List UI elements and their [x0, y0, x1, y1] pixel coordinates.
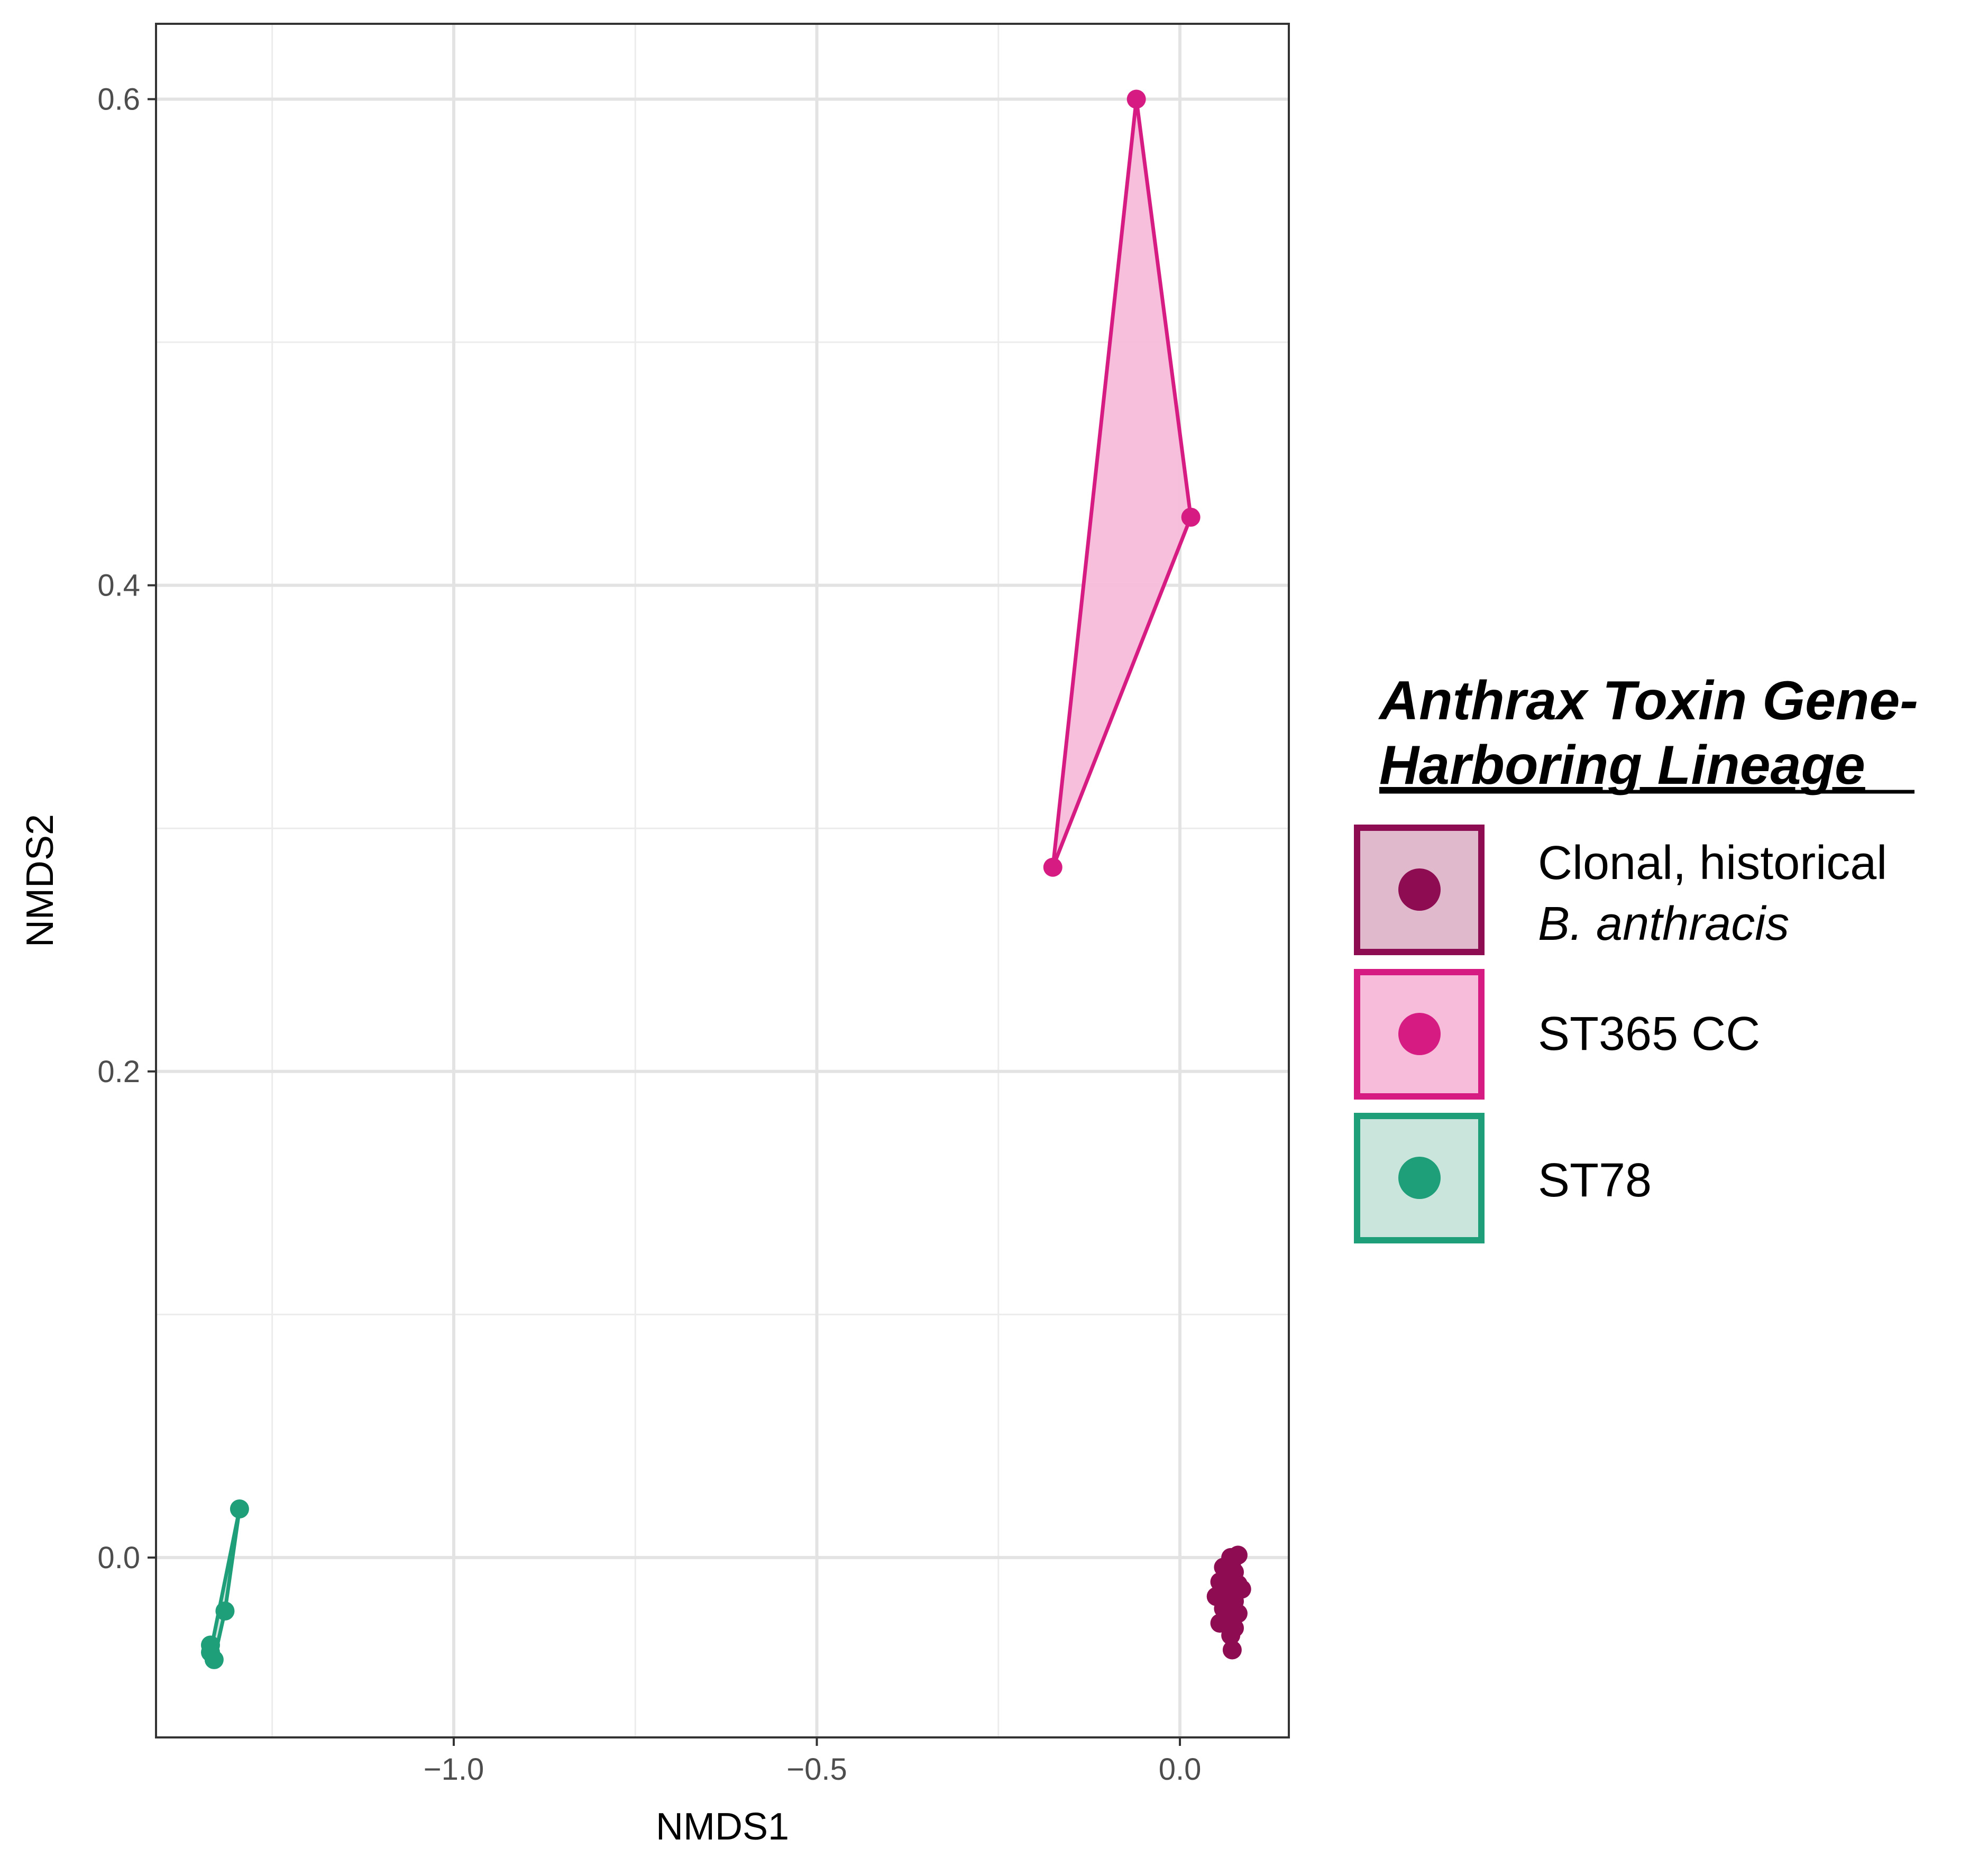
legend-key-dot-0 — [1398, 868, 1441, 911]
axes: −1.0 −0.5 0.0 0.0 0.2 0.4 0.6 — [97, 82, 1201, 1787]
y-tick-label: 0.0 — [97, 1541, 140, 1575]
y-axis-title: NMDS2 — [19, 814, 61, 947]
x-tick-label: 0.0 — [1159, 1752, 1202, 1787]
hull-series-1 — [1051, 97, 1193, 870]
point-series-0 — [1210, 1614, 1230, 1633]
point-series-2 — [204, 1650, 224, 1669]
legend-key-dot-1 — [1398, 1013, 1441, 1055]
point-series-1 — [1126, 89, 1146, 109]
point-series-0 — [1221, 1625, 1241, 1645]
legend: Anthrax Toxin Gene- Harboring Lineage Cl… — [1354, 670, 1918, 1243]
point-series-2 — [215, 1601, 235, 1621]
plot-border — [155, 23, 1290, 1738]
legend-key-dot-2 — [1398, 1157, 1441, 1199]
legend-label-0-line-1: Clonal, historical — [1538, 837, 1887, 890]
legend-keys: Clonal, historical B. anthracis ST365 CC ST… — [1354, 825, 1887, 1243]
legend-key-box-2 — [1354, 1113, 1485, 1243]
point-series-0 — [1228, 1545, 1248, 1565]
legend-title-line-2: Harboring Lineage — [1379, 735, 1865, 796]
point-series-1 — [1043, 857, 1062, 877]
point-series-1 — [1181, 507, 1201, 527]
x-axis-title: NMDS1 — [656, 1806, 789, 1848]
point-series-2 — [230, 1499, 249, 1518]
plot-panel — [156, 24, 1289, 1737]
y-tick-label: 0.6 — [97, 82, 140, 116]
legend-label-0-line-2: B. anthracis — [1538, 898, 1789, 950]
data-points — [200, 89, 1251, 1669]
legend-label-2: ST78 — [1538, 1154, 1652, 1207]
legend-label-1: ST365 CC — [1538, 1008, 1760, 1060]
x-tick-label: −1.0 — [424, 1752, 484, 1787]
y-tick-label: 0.2 — [97, 1055, 140, 1089]
grid-lines — [156, 24, 1289, 1737]
x-tick-label: −0.5 — [786, 1752, 847, 1787]
legend-title-line-1: Anthrax Toxin Gene- — [1378, 670, 1918, 731]
point-series-0 — [1222, 1640, 1242, 1660]
y-tick-label: 0.4 — [97, 569, 140, 603]
